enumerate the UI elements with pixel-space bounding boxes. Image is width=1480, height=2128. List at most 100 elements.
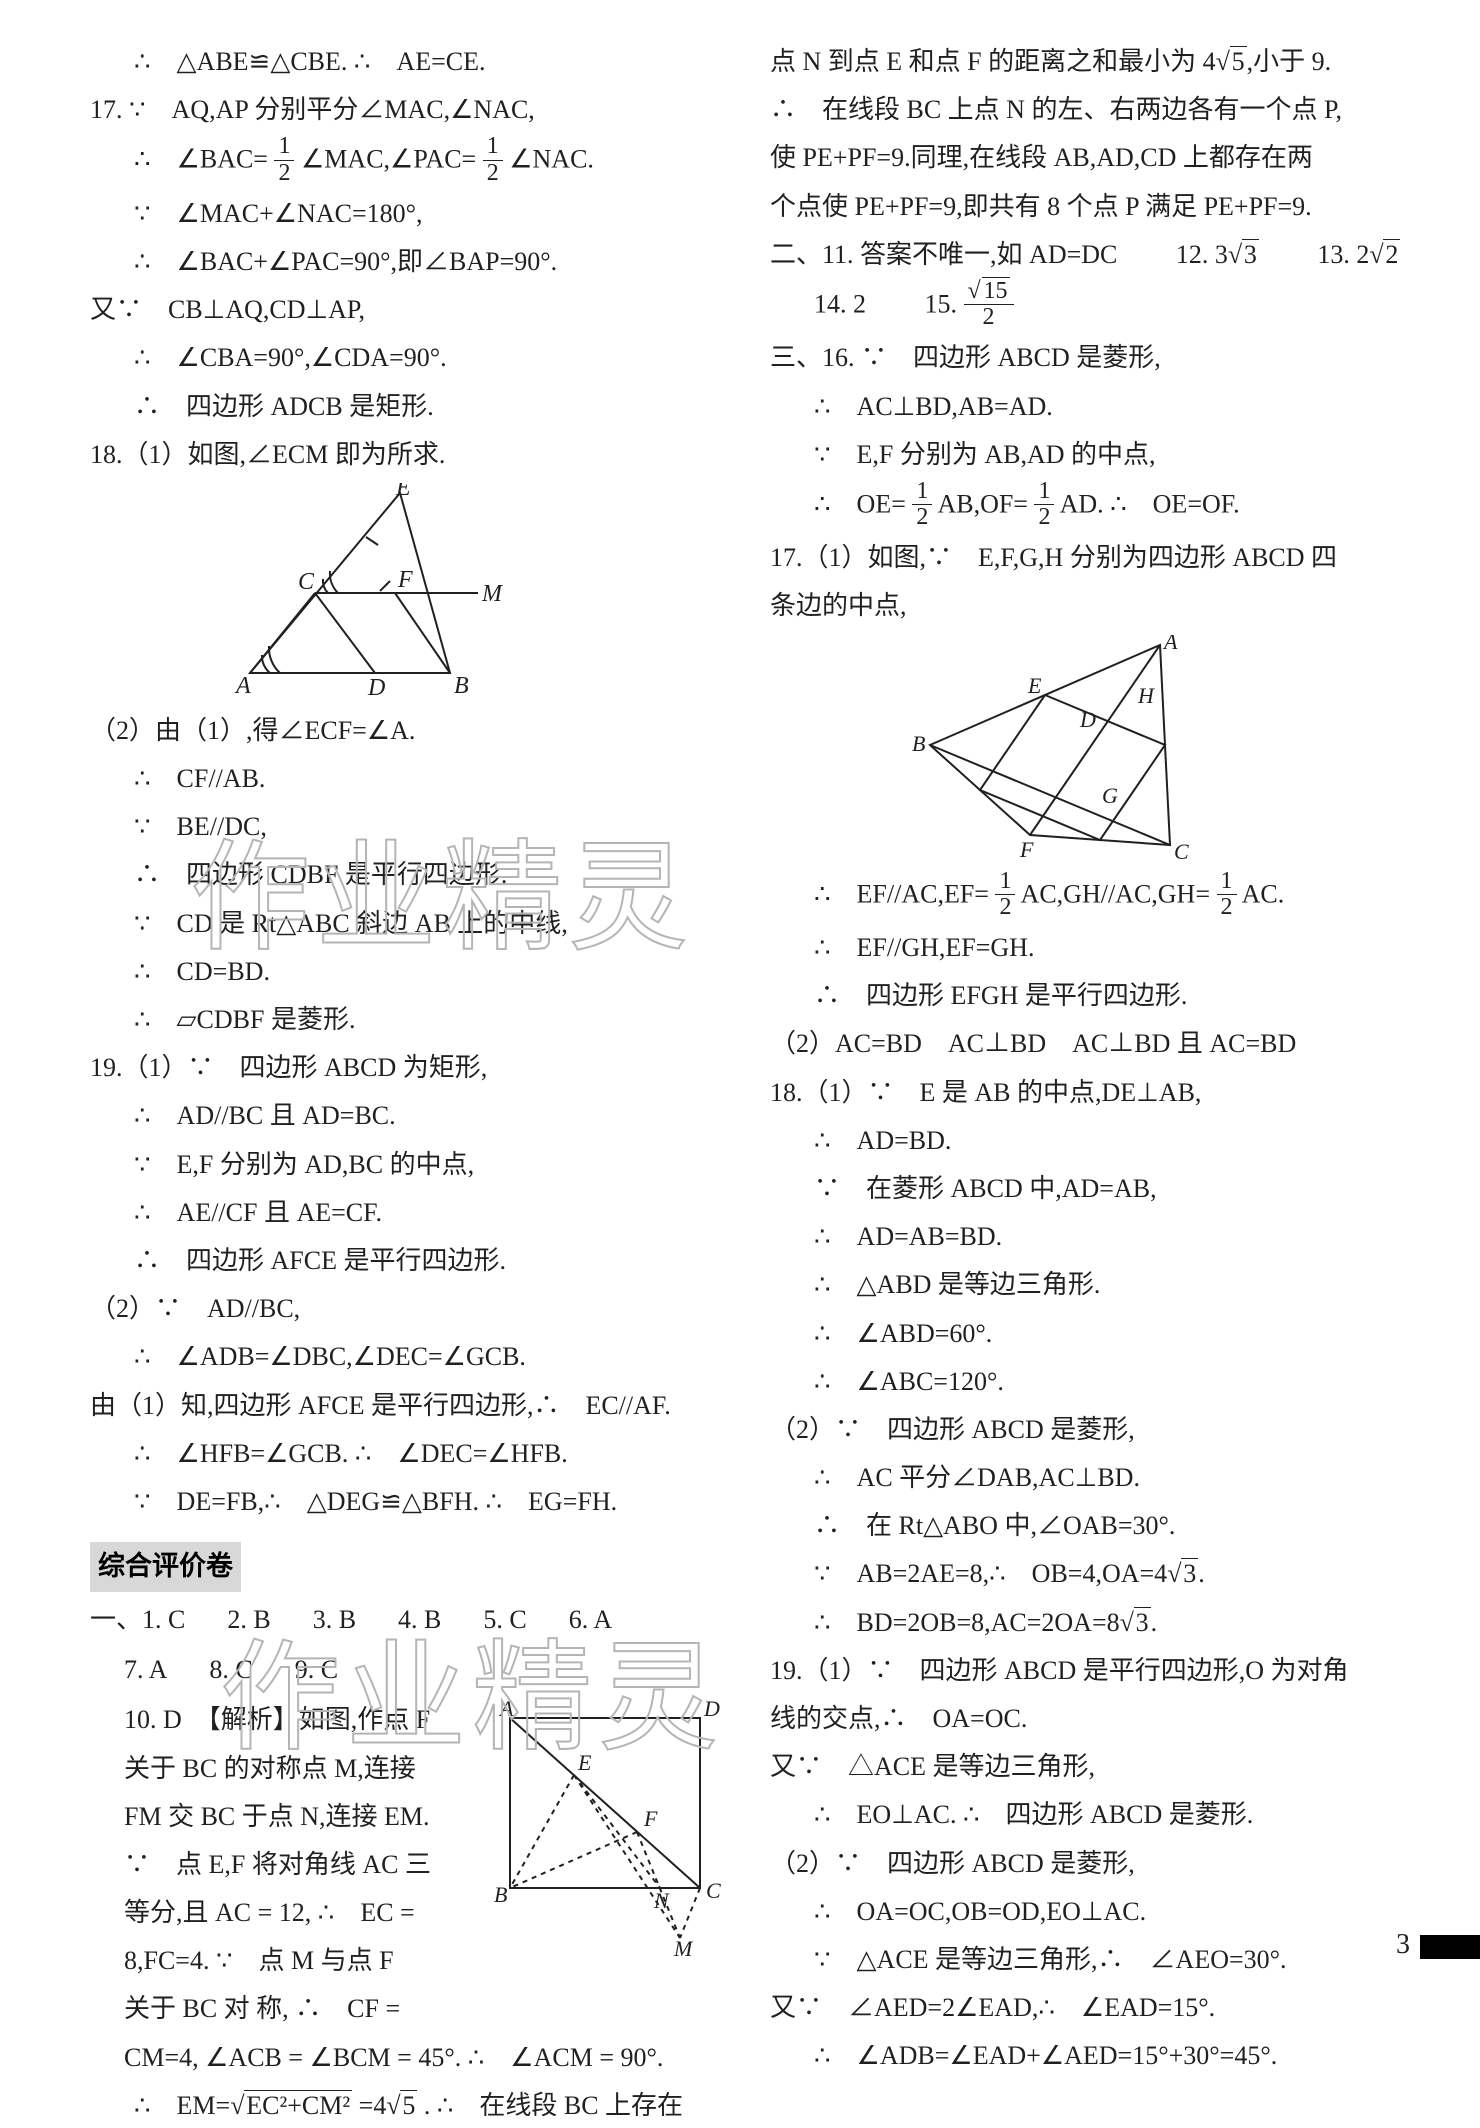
fill-answers: 14. 2 15. 15 2 xyxy=(770,281,1410,332)
proof-line: 18.（1）如图,∠ECM 即为所求. xyxy=(90,433,730,477)
svg-text:C: C xyxy=(706,1878,721,1903)
proof-line: 条边的中点, xyxy=(770,584,1410,628)
proof-line: 10. D 【解析】如图,作点 F xyxy=(90,1698,482,1742)
proof-line: ∴ EM=EC²+CM² =45 . ∴ 在线段 BC 上存在 xyxy=(90,2084,730,2128)
figure-quad-efgh: A H E D B G F C xyxy=(910,635,1410,865)
proof-line: ∴ EF//GH,EF=GH. xyxy=(770,926,1410,970)
proof-line: ∴ AC 平分∠DAB,AC⊥BD. xyxy=(770,1456,1410,1500)
proof-line: 又∵ ∠AED=2∠EAD,∴ ∠EAD=15°. xyxy=(770,1986,1410,2030)
proof-line: ∵ 点 E,F 将对角线 AC 三 xyxy=(90,1843,482,1887)
svg-text:N: N xyxy=(653,1888,670,1913)
proof-line: ∴ EO⊥AC. ∴ 四边形 ABCD 是菱形. xyxy=(770,1793,1410,1837)
svg-text:B: B xyxy=(494,1882,507,1907)
proof-line: ∴ 在 Rt△ABO 中,∠OAB=30°. xyxy=(770,1504,1410,1548)
proof-line: ∴ ∠ADB=∠DBC,∠DEC=∠GCB. xyxy=(90,1335,730,1379)
proof-line: 点 N 到点 E 和点 F 的距离之和最小为 45,小于 9. xyxy=(770,40,1410,84)
proof-line: ∵ E,F 分别为 AB,AD 的中点, xyxy=(770,433,1410,477)
proof-line: ∴ ∠ABC=120°. xyxy=(770,1360,1410,1404)
proof-line: ∴ AE//CF 且 AE=CF. xyxy=(90,1191,730,1235)
proof-line: ∴ BD=2OB=8,AC=2OA=83. xyxy=(770,1601,1410,1645)
proof-line: ∴ ▱CDBF 是菱形. xyxy=(90,998,730,1042)
proof-line: ∴ EF//AC,EF= 12 AC,GH//AC,GH= 12 AC. xyxy=(770,871,1410,922)
proof-line: ∵ AB=2AE=8,∴ OB=4,OA=43. xyxy=(770,1552,1410,1596)
label-D: D xyxy=(367,675,385,701)
proof-line: 等分,且 AC = 12, ∴ EC = xyxy=(90,1891,482,1935)
proof-line: ∴ ∠ADB=∠EAD+∠AED=15°+30°=45°. xyxy=(770,2034,1410,2078)
proof-line: ∴ AD=BD. xyxy=(770,1119,1410,1163)
proof-line: 19.（1）∵ 四边形 ABCD 是平行四边形,O 为对角 xyxy=(770,1649,1410,1693)
svg-text:C: C xyxy=(1174,839,1189,864)
section-heading: 综合评价卷 xyxy=(90,1542,241,1592)
q10-with-figure: 10. D 【解析】如图,作点 F 关于 BC 的对称点 M,连接 FM 交 B… xyxy=(90,1698,730,2035)
proof-line: ∴ ∠CBA=90°,∠CDA=90°. xyxy=(90,336,730,380)
svg-text:F: F xyxy=(1019,837,1034,862)
proof-line: 8,FC=4. ∵ 点 M 与点 F xyxy=(90,1939,482,1983)
proof-line: ∴ 四边形 EFGH 是平行四边形. xyxy=(770,974,1410,1018)
proof-line: ∴ ∠BAC+∠PAC=90°,即∠BAP=90°. xyxy=(90,240,730,284)
proof-line: （2）∵ 四边形 ABCD 是菱形, xyxy=(770,1842,1410,1886)
proof-line: ∵ △ACE 是等边三角形,∴ ∠AEO=30°. xyxy=(770,1938,1410,1982)
text: ∴ ∠BAC= xyxy=(134,145,268,174)
label-C: C xyxy=(298,569,315,595)
proof-line: ∴ OA=OC,OB=OD,EO⊥AC. xyxy=(770,1890,1410,1934)
figure-triangle-ecm: E C F M A D B xyxy=(220,483,730,703)
label-A: A xyxy=(234,673,251,699)
proof-line: 17.（1）如图,∵ E,F,G,H 分别为四边形 ABCD 四 xyxy=(770,536,1410,580)
proof-line: 19.（1）∵ 四边形 ABCD 为矩形, xyxy=(90,1046,730,1090)
proof-line: ∵ BE//DC, xyxy=(90,805,730,849)
proof-line: 使 PE+PF=9.同理,在线段 AB,AD,CD 上都存在两 xyxy=(770,136,1410,180)
svg-text:H: H xyxy=(1137,683,1155,708)
figure-square-efm: A D E F B N C M xyxy=(490,1698,730,1958)
label-F: F xyxy=(397,567,413,593)
proof-line: ∴ ∠HFB=∠GCB. ∴ ∠DEC=∠HFB. xyxy=(90,1432,730,1476)
proof-line: ∴ OE= 12 AB,OF= 12 AD. ∴ OE=OF. xyxy=(770,481,1410,532)
svg-text:D: D xyxy=(1079,707,1096,732)
svg-text:D: D xyxy=(703,1698,720,1721)
proof-line: ∵ DE=FB,∴ △DEG≌△BFH. ∴ EG=FH. xyxy=(90,1480,730,1524)
label-M: M xyxy=(481,581,504,607)
proof-line: ∵ 在菱形 ABCD 中,AD=AB, xyxy=(770,1167,1410,1211)
svg-text:A: A xyxy=(498,1698,514,1721)
proof-line: 由（1）知,四边形 AFCE 是平行四边形,∴ EC//AF. xyxy=(90,1384,730,1428)
svg-text:M: M xyxy=(673,1936,694,1958)
fraction: 12 xyxy=(274,134,294,185)
text: ∠MAC,∠PAC= xyxy=(301,145,476,174)
svg-text:E: E xyxy=(577,1750,592,1775)
svg-text:E: E xyxy=(1027,673,1042,698)
proof-line: FM 交 BC 于点 N,连接 EM. xyxy=(90,1795,482,1839)
proof-line: 又∵ △ACE 是等边三角形, xyxy=(770,1745,1410,1789)
proof-line: ∴ AD=AB=BD. xyxy=(770,1215,1410,1259)
proof-line: ∴ 四边形 AFCE 是平行四边形. xyxy=(90,1239,730,1283)
svg-text:B: B xyxy=(912,731,925,756)
svg-text:F: F xyxy=(643,1806,658,1831)
proof-line: ∴ AC⊥BD,AB=AD. xyxy=(770,385,1410,429)
proof-line: ∴ ∠ABD=60°. xyxy=(770,1312,1410,1356)
proof-line: ∴ △ABD 是等边三角形. xyxy=(770,1263,1410,1307)
proof-line: ∴ CF//AB. xyxy=(90,757,730,801)
svg-text:A: A xyxy=(1162,635,1178,654)
proof-line: ∴ △ABE≌△CBE. ∴ AE=CE. xyxy=(90,40,730,84)
proof-line: 线的交点,∴ OA=OC. xyxy=(770,1697,1410,1741)
proof-line: 关于 BC 的对称点 M,连接 xyxy=(90,1747,482,1791)
proof-line: CM=4, ∠ACB = ∠BCM = 45°. ∴ ∠ACM = 90°. xyxy=(90,2036,730,2080)
mcq-answers: 7. A 8. C 9. C xyxy=(90,1648,730,1692)
proof-line: ∴ 四边形 ADCB 是矩形. xyxy=(90,385,730,429)
text: 一、 xyxy=(90,1605,142,1634)
proof-line: 三、16. ∵ 四边形 ABCD 是菱形, xyxy=(770,336,1410,380)
proof-line: ∴ CD=BD. xyxy=(90,950,730,994)
proof-line: 18.（1）∵ E 是 AB 的中点,DE⊥AB, xyxy=(770,1071,1410,1115)
page-arrow-icon xyxy=(1420,1935,1480,1959)
proof-line: ∵ ∠MAC+∠NAC=180°, xyxy=(90,192,730,236)
proof-line: 关于 BC 对 称, ∴ CF = xyxy=(90,1987,482,2031)
proof-line: 个点使 PE+PF=9,即共有 8 个点 P 满足 PE+PF=9. xyxy=(770,185,1410,229)
proof-line: 17. ∵ AQ,AP 分别平分∠MAC,∠NAC, xyxy=(90,88,730,132)
proof-line: ∵ CD 是 Rt△ABC 斜边 AB 上的中线, xyxy=(90,902,730,946)
proof-line: ∴ ∠BAC= 12 ∠MAC,∠PAC= 12 ∠NAC. xyxy=(90,136,730,187)
proof-line: （2）∵ AD//BC, xyxy=(90,1287,730,1331)
proof-line: ∵ E,F 分别为 AD,BC 的中点, xyxy=(90,1143,730,1187)
fill-answers: 二、11. 答案不唯一,如 AD=DC 12. 33 13. 22 xyxy=(770,233,1410,277)
mcq-answers: 一、1. C 2. B 3. B 4. B 5. C 6. A xyxy=(90,1598,730,1642)
proof-line: （2）AC=BD AC⊥BD AC⊥BD 且 AC=BD xyxy=(770,1022,1410,1066)
proof-line: ∴ AD//BC 且 AD=BC. xyxy=(90,1094,730,1138)
svg-text:G: G xyxy=(1102,783,1118,808)
